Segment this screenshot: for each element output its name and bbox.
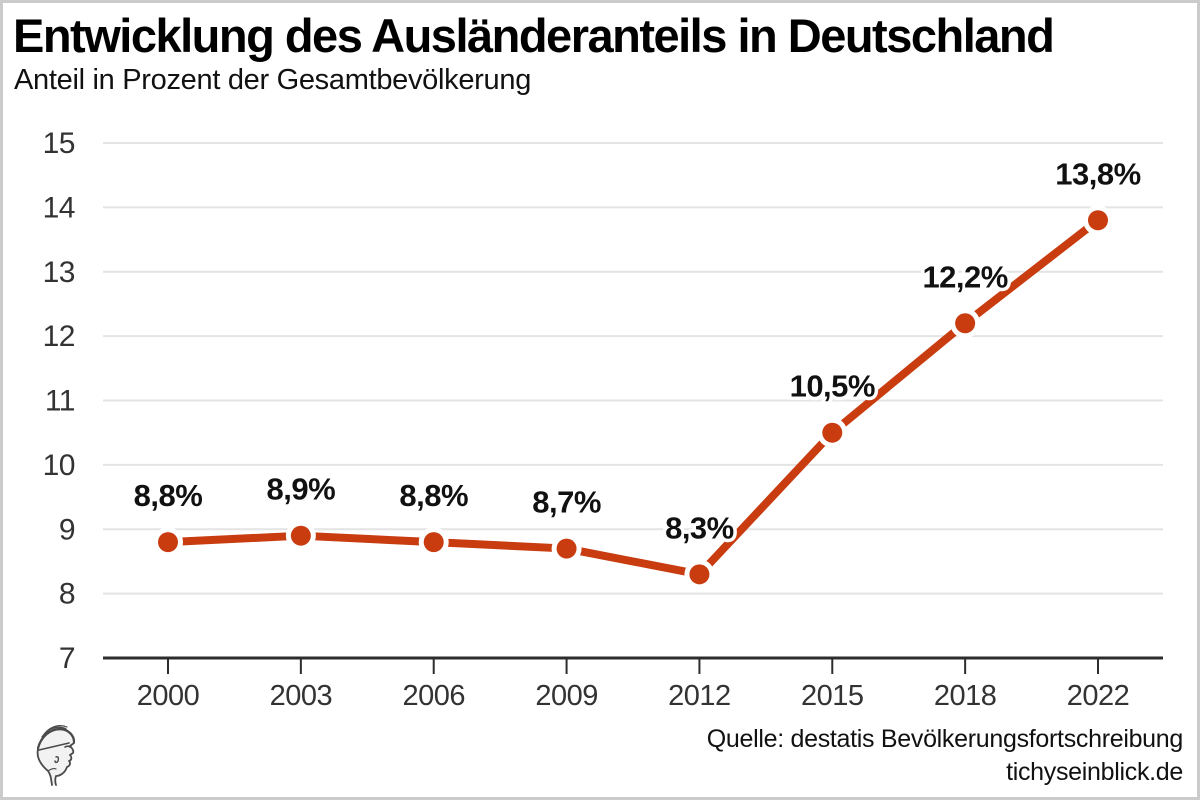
x-tick-label: 2009 [535,680,598,712]
x-tick-label: 2015 [801,680,864,712]
data-point-label: 8,8% [399,478,468,513]
page-subtitle: Anteil in Prozent der Gesamtbevölkerung [14,64,532,97]
y-tick-label: 14 [43,191,75,224]
y-tick-label: 13 [43,256,75,289]
chart-header: Entwicklung des Ausländeranteils in Deut… [13,11,1163,97]
y-tick-label: 9 [59,513,75,546]
x-tick-label: 2012 [668,680,731,712]
data-point [955,313,976,334]
y-tick-label: 8 [59,578,75,611]
tichys-einblick-head-logo-icon [36,725,76,786]
data-point [1088,210,1108,231]
y-tick-label: 12 [43,320,75,353]
x-tick-label: 2000 [137,680,200,712]
data-point-label: 8,9% [267,472,336,507]
y-tick-label: 15 [43,127,75,160]
x-tick-label: 2018 [934,680,997,712]
y-tick-label: 7 [59,642,75,675]
data-point-label: 12,2% [922,259,1007,294]
data-point [423,532,444,553]
data-point-label: 13,8% [1055,156,1140,191]
page-title: Entwicklung des Ausländeranteils in Deut… [13,9,1055,62]
data-point-label: 8,8% [134,478,203,513]
source-line: Quelle: destatis Bevölkerungsfortschreib… [706,725,1184,753]
data-point [556,538,577,559]
data-point-label: 8,3% [665,510,734,545]
line-chart: 7 8 9 10 11 12 13 14 15 2000 2003 2006 2009 2012 2015 2… [43,127,1163,712]
data-point [158,532,178,553]
y-tick-label: 11 [45,385,75,418]
x-tick-label: 2022 [1067,680,1130,712]
x-tick-label: 2006 [402,680,465,712]
data-line [167,217,1101,579]
credit-line: tichyseinblick.de [1006,758,1183,786]
source-text: Quelle: destatis Bevölkerungsfortschreib… [706,723,1184,789]
data-point [689,564,710,585]
x-tick-label: 2003 [270,680,333,712]
y-tick-label: 10 [43,449,75,482]
data-point-label: 10,5% [790,369,875,404]
data-point [290,525,311,546]
data-point-label: 8,7% [532,485,601,520]
data-point [822,422,843,443]
